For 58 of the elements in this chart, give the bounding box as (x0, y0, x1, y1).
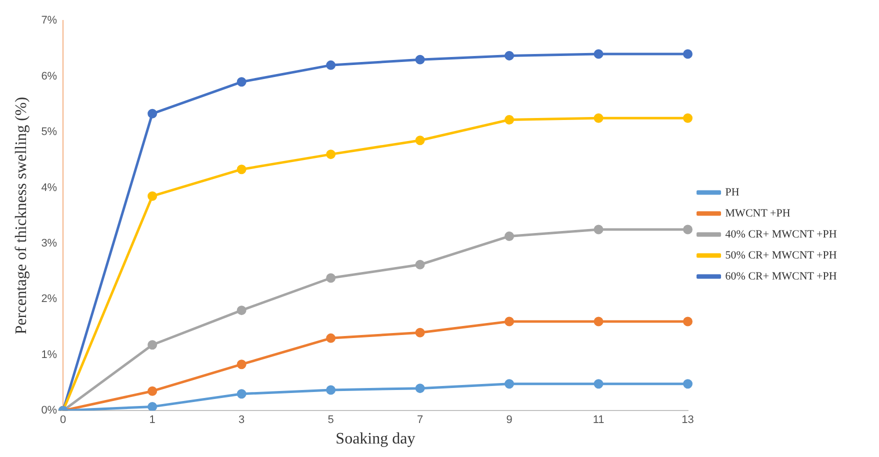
point (415, 384, 425, 394)
point (148, 108, 158, 118)
point (326, 60, 336, 70)
point (326, 150, 336, 160)
y-tick-label: 1% (41, 348, 58, 361)
x-tick-label: 9 (506, 414, 512, 426)
x-tick-label: 3 (238, 414, 245, 426)
x-tick-label: 0 (60, 414, 66, 426)
point (683, 224, 693, 234)
x-tick-label: 11 (592, 414, 604, 426)
x-tick-label: 5 (328, 414, 334, 426)
point (326, 385, 336, 395)
legend-label: PH (725, 186, 740, 198)
point (236, 77, 246, 87)
y-tick-label: 5% (41, 126, 58, 138)
point (683, 113, 693, 123)
point (236, 389, 246, 399)
y-tick-label: 7% (41, 14, 58, 27)
point (504, 231, 514, 241)
point (415, 136, 425, 146)
legend-label: 50% CR+ MWCNT +PH (725, 249, 837, 262)
y-tick-label: 0% (41, 404, 58, 417)
y-axis-title: Percentage of thickness swelling (%) (12, 96, 30, 334)
y-tick-label: 4% (41, 182, 58, 194)
y-tick-label: 6% (41, 70, 58, 82)
point (594, 113, 604, 123)
point (504, 50, 514, 60)
point (683, 316, 693, 326)
point (326, 333, 336, 343)
point (594, 379, 604, 389)
point (236, 164, 246, 174)
point (236, 306, 246, 316)
point (148, 402, 158, 411)
point (683, 49, 693, 59)
point (236, 360, 246, 370)
point (504, 379, 514, 389)
y-tick-label: 3% (41, 237, 58, 250)
x-tick-label: 7 (417, 414, 424, 426)
point (504, 316, 514, 326)
point (148, 191, 158, 201)
legend-label: MWCNT +PH (725, 207, 790, 220)
y-tick-label: 2% (41, 293, 58, 306)
point (415, 328, 425, 338)
legend-label: 40% CR+ MWCNT +PH (725, 228, 837, 240)
x-axis-title: Soaking day (336, 430, 416, 448)
point (594, 49, 604, 59)
point (148, 340, 158, 350)
legend-label: 60% CR+ MWCNT +PH (725, 270, 837, 282)
point (415, 260, 425, 270)
x-tick-label: 13 (682, 414, 694, 426)
point (504, 115, 514, 125)
point (148, 386, 158, 396)
point (326, 273, 336, 283)
point (683, 379, 693, 389)
point (415, 54, 425, 64)
x-tick-label: 1 (149, 414, 156, 426)
point (594, 316, 604, 326)
point (594, 224, 604, 234)
